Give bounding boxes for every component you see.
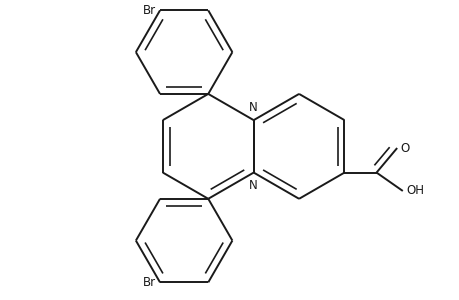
Text: N: N: [249, 179, 257, 192]
Text: Br: Br: [142, 276, 155, 289]
Text: OH: OH: [406, 184, 424, 197]
Text: O: O: [400, 142, 409, 154]
Text: N: N: [249, 100, 257, 114]
Text: Br: Br: [142, 4, 155, 17]
